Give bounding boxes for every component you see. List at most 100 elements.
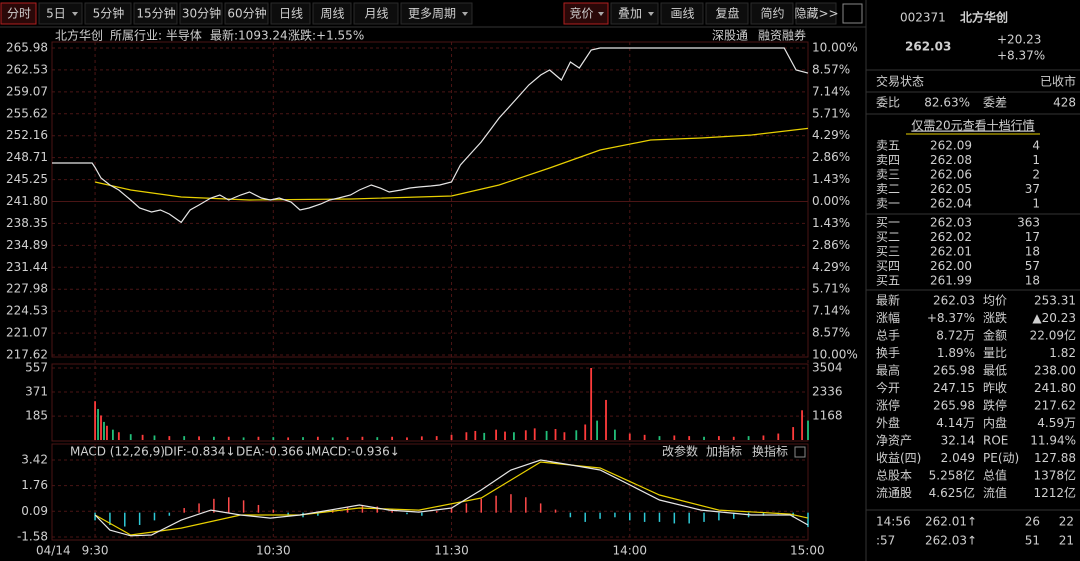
book-price: 262.00 [930,259,972,273]
toolbar-label[interactable]: 60分钟 [227,6,266,21]
y2-tick-label: 2.86% [812,150,850,164]
volume-bar [533,428,536,440]
book-volume: 1 [1032,197,1040,211]
stat-label: 净资产 [876,434,912,448]
y-tick-label: 262.53 [6,62,48,76]
volume-bar [483,432,486,440]
volume-bar [242,437,245,440]
book-price: 261.99 [930,274,972,288]
y2-tick-label: 5.71% [812,282,850,296]
stat-value: 2.049 [941,451,975,465]
stat-value: 265.98 [933,364,975,378]
volume-bar [554,429,557,440]
stat-value: 262.03 [933,294,975,308]
stat-label: 跌停 [983,398,1007,413]
y-tick-label: 217.62 [6,348,48,362]
y-tick-label: 245.25 [6,172,48,186]
toolbar-button[interactable] [224,2,269,25]
toolbar-label[interactable]: 周线 [320,7,344,21]
volume-bar [361,436,364,440]
info-text: 最新:1093.24 [210,28,288,43]
toolbar-label[interactable]: 月线 [364,7,388,21]
toolbar-button[interactable] [353,2,399,25]
ratio-label: 委差 [983,96,1007,110]
book-volume: 17 [1025,230,1040,244]
indicator-action[interactable]: 改参数 [662,444,698,459]
y-tick-label: 3.42 [21,453,48,467]
toolbar-button[interactable] [270,2,311,25]
book-label: 买一 [876,216,900,230]
volume-bar [420,436,423,440]
y2-tick-label: 2.86% [812,238,850,252]
toolbar-button[interactable] [563,2,609,25]
toolbar-button[interactable] [705,2,749,25]
toolbar-button[interactable] [38,2,83,25]
volume-bar [129,434,132,440]
series-line [94,459,809,537]
volume-bar [807,420,809,440]
indicator-action[interactable]: 换指标 [752,444,788,459]
toolbar-button[interactable] [750,2,794,25]
ratio-value: 428 [1053,96,1076,110]
toolbar-label[interactable]: 竞价 [569,7,593,21]
stat-value: 8.72万 [936,329,975,343]
close-button[interactable] [794,446,806,458]
volume-bar [732,436,735,440]
toolbar-label[interactable]: 5分钟 [93,6,125,21]
volume-bar [272,437,275,440]
toolbar-button[interactable] [795,2,837,25]
book-label: 卖五 [876,139,900,153]
book-label: 卖二 [876,182,900,196]
toolbar-label[interactable]: 隐藏>> [794,7,838,21]
volume-bar [643,434,646,440]
toolbar-label[interactable]: 简约 [760,6,784,21]
stat-value: 4.59万 [1037,416,1076,430]
volume-bar [495,429,497,440]
stat-value: 265.98 [933,399,975,413]
fullscreen-button[interactable] [842,3,863,24]
book-volume: 18 [1025,274,1040,288]
toolbar-label[interactable]: 分时 [7,7,31,21]
toolbar-button[interactable] [179,2,223,25]
stat-value: 127.88 [1034,451,1076,465]
book-volume: 2 [1032,168,1040,182]
stat-label: 换手 [876,346,900,360]
toolbar-label[interactable]: 画线 [670,7,694,21]
volume-bar [575,430,578,440]
volume-bar [590,368,593,440]
stat-value: 241.80 [1034,381,1076,395]
stat-value: 253.31 [1034,294,1076,308]
y-tick-label: 265.98 [6,41,48,55]
toolbar-label[interactable]: 复盘 [715,6,739,21]
series-line [94,461,809,536]
book-volume: 18 [1025,245,1040,259]
volume-bar [227,436,230,440]
toolbar-button[interactable] [312,2,352,25]
stat-label: 总股本 [876,469,912,483]
y-tick-label: 238.35 [6,216,48,230]
stat-value: 1212亿 [1033,485,1076,500]
toolbar-button[interactable] [610,2,659,25]
toolbar-button[interactable] [400,2,473,25]
toolbar-button[interactable] [660,2,704,25]
indicator-action[interactable]: 加指标 [706,444,742,459]
toolbar-button[interactable] [133,2,178,25]
toolbar-label[interactable]: 叠加 [618,7,642,21]
promo-link[interactable]: 仅需20元查看十档行情 [911,119,1034,133]
toolbar-label[interactable]: 更多周期 [408,7,456,21]
y-tick-label: 248.71 [6,150,48,164]
toolbar-label[interactable]: 5日 [46,7,66,21]
x-tick-label: 11:30 [434,544,469,558]
toolbar-label[interactable]: 30分钟 [182,6,221,21]
toolbar-button[interactable] [84,2,132,25]
toolbar-label[interactable]: 日线 [279,7,303,21]
book-price: 262.04 [930,197,972,211]
toolbar-label[interactable]: 15分钟 [136,6,175,21]
volume-bar [703,436,705,440]
book-label: 买二 [876,230,900,244]
volume-bar [762,435,765,440]
series-line [52,47,809,224]
stat-value: 1.89% [937,346,975,360]
toolbar-button[interactable] [0,2,37,25]
y2-tick-label: 3504 [812,361,843,375]
